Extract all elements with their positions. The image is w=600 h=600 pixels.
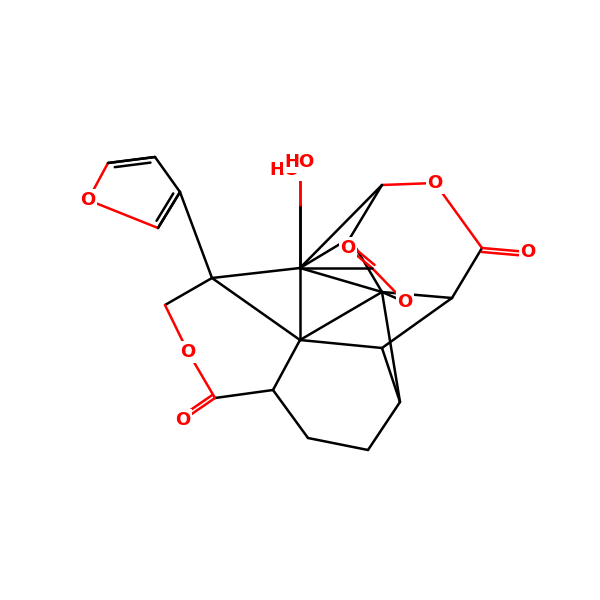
Text: O: O [427, 174, 443, 192]
Text: HO: HO [270, 161, 300, 179]
Text: HO: HO [285, 153, 315, 171]
Text: O: O [340, 239, 356, 257]
Text: O: O [397, 293, 413, 311]
Text: O: O [175, 411, 191, 429]
Text: O: O [80, 191, 95, 209]
Text: O: O [181, 343, 196, 361]
Text: O: O [520, 243, 536, 261]
